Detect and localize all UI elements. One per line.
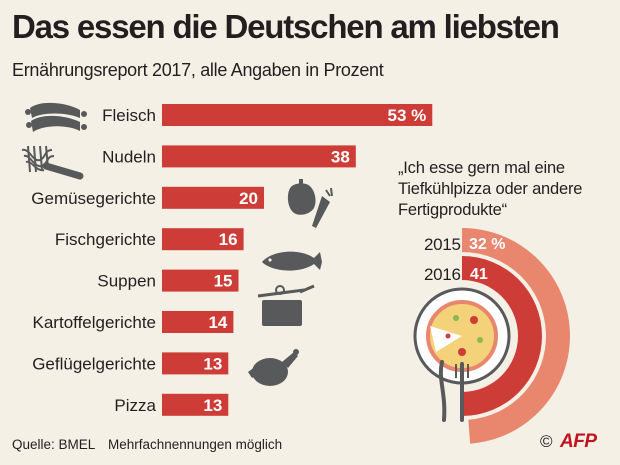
fork-noodles-icon	[21, 145, 84, 180]
value-label: 20	[239, 189, 258, 208]
bar-8	[162, 393, 229, 416]
chart-title: Das essen die Deutschen am liebsten	[12, 8, 560, 45]
inset-value-2015: 32 %	[469, 236, 506, 253]
copyright-symbol: ©	[540, 432, 553, 451]
category-label: Fleisch	[102, 106, 156, 125]
category-label: Pizza	[114, 396, 156, 415]
category-label: Geflügelgerichte	[32, 354, 156, 373]
value-label: 53 %	[388, 106, 427, 125]
category-label: Suppen	[97, 272, 156, 291]
roast-chicken-icon	[248, 349, 299, 386]
chart-subtitle: Ernährungsreport 2017, alle Angaben in P…	[12, 60, 384, 80]
inset-value-2016: 41	[470, 266, 488, 283]
ring-2016	[462, 256, 542, 416]
bar-4	[162, 228, 244, 251]
value-label: 13	[203, 354, 222, 373]
sausage-icon	[25, 102, 87, 132]
multiple-answers-note: Mehrfachnennungen möglich	[108, 437, 283, 452]
category-label: Gemüsegerichte	[31, 189, 156, 208]
inset-question: „Ich esse gern mal eine Tiefkühlpizza od…	[398, 159, 583, 219]
category-label: Kartoffelgerichte	[33, 313, 156, 332]
value-label: 14	[208, 313, 227, 332]
bar-7	[162, 352, 229, 375]
pizza-plate-icon	[413, 287, 511, 422]
bar-5	[162, 269, 239, 292]
bar-2	[162, 145, 356, 168]
bar-1	[162, 104, 433, 126]
inset-year-2016: 2016	[424, 265, 461, 284]
inset-year-2015: 2015	[424, 235, 461, 254]
value-label: 13	[203, 396, 222, 415]
bar-6	[162, 311, 234, 333]
ring-2015	[462, 228, 571, 444]
afp-logo: AFP	[560, 431, 597, 452]
category-label: Fischgerichte	[55, 230, 156, 249]
fish-icon	[262, 251, 322, 271]
inset-radial-chart	[413, 228, 571, 444]
vegetables-icon	[287, 179, 333, 228]
category-label: Nudeln	[102, 147, 156, 166]
bar-3	[162, 186, 264, 209]
value-label: 38	[331, 147, 350, 166]
value-label: 15	[214, 272, 233, 291]
value-label: 16	[219, 230, 238, 249]
cooking-pot-icon	[257, 284, 315, 326]
bar-chart: Fleisch 53 % Nudeln 38 Gemüsegerichte 20 Fisch…	[31, 104, 433, 416]
source-note: Quelle: BMEL	[12, 437, 96, 452]
